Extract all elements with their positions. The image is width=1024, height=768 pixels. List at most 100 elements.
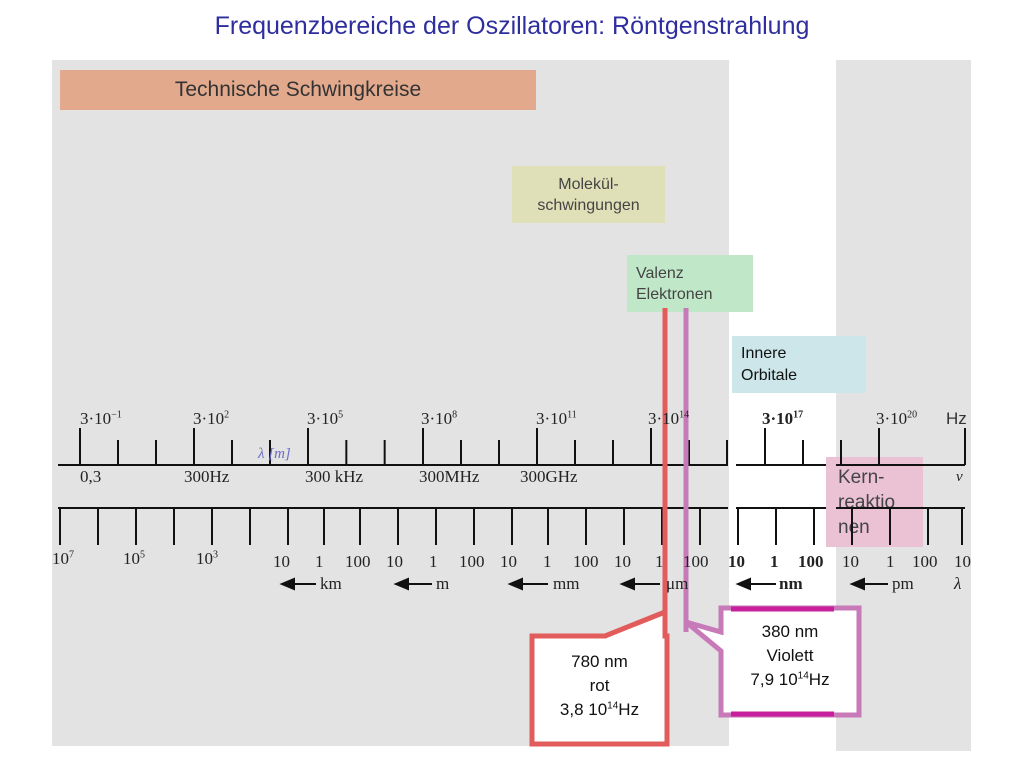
region-innere-label-2: Orbitale <box>741 366 798 384</box>
freq-label-5-exp: 14 <box>679 409 690 421</box>
wl-pow-label-1: 107 <box>52 549 74 569</box>
callout-frame-780nm <box>529 608 670 747</box>
callout-380nm-text: 380 nm Violett 7,9 1014Hz <box>723 620 857 692</box>
freq-label-6: 3·1017 <box>762 409 803 429</box>
freq-label-7: 3·1020 <box>876 409 917 429</box>
region-kern-label-1: Kern- <box>838 466 885 488</box>
region-kern-label-3: nen <box>838 516 870 538</box>
freq-label-1-exp: 2 <box>224 409 230 421</box>
freq-label-7-base: 3·10 <box>876 409 908 428</box>
callout-380nm-frequency-unit: Hz <box>808 670 830 689</box>
wl-pow-label-1-base: 10 <box>52 549 69 568</box>
region-innere-label-1: Innere <box>741 344 787 362</box>
lambda-symbol: λ <box>954 574 962 593</box>
wl-group-1-b: 1 <box>429 552 438 571</box>
nu-symbol: ν <box>956 469 963 485</box>
wl-group-3-a: 10 <box>614 552 631 571</box>
callout-380nm-frequency: 7,9 1014Hz <box>723 668 857 692</box>
freq-bottom-label-4: 300GHz <box>520 467 578 486</box>
wl-pow-label-3-base: 10 <box>196 549 213 568</box>
freq-label-2-exp: 5 <box>338 409 344 421</box>
freq-label-4: 3·1011 <box>536 409 577 429</box>
page-title: Frequenzbereiche der Oszillatoren: Röntg… <box>214 12 810 40</box>
freq-unit-hz: Hz <box>946 409 967 428</box>
freq-label-3-exp: 8 <box>452 409 458 421</box>
wl-group-1-c: 100 <box>459 552 485 571</box>
region-valenz-label-2: Elektronen <box>636 285 713 303</box>
wl-pow-label-3: 103 <box>196 549 218 569</box>
freq-label-3: 3·108 <box>421 409 457 429</box>
wl-pow-label-2-base: 10 <box>123 549 140 568</box>
wl-group-3-b: 1 <box>655 552 664 571</box>
wl-group-4-c: 100 <box>798 552 824 571</box>
freq-label-5-base: 3·10 <box>648 409 680 428</box>
unit-arrow-head <box>393 577 409 591</box>
unit-label-mm: mm <box>553 574 580 593</box>
freq-bottom-label-1: 300Hz <box>184 467 230 486</box>
wl-pow-label-3-exp: 3 <box>213 549 218 561</box>
freq-label-4-exp: 11 <box>567 409 577 421</box>
unit-arrow-head <box>849 577 865 591</box>
region-valenz-label-1: Valenz <box>636 264 684 282</box>
freq-bottom-label-2: 300 kHz <box>305 467 364 486</box>
unit-label-pm: pm <box>892 574 914 593</box>
freq-label-4-base: 3·10 <box>536 409 568 428</box>
region-molekuel-label-2: schwingungen <box>537 196 640 214</box>
wl-end-label: 10 <box>954 552 971 571</box>
freq-label-7-exp: 20 <box>907 409 918 421</box>
wl-group-4-a: 10 <box>728 552 745 571</box>
wl-group-2-c: 100 <box>573 552 599 571</box>
unit-label-km: km <box>320 574 342 593</box>
freq-label-0-base: 3·10 <box>80 409 112 428</box>
wl-pow-label-2: 105 <box>123 549 145 569</box>
callout-780nm-text: 780 nm rot 3,8 1014Hz <box>534 650 665 722</box>
wl-group-0-b: 1 <box>315 552 324 571</box>
freq-label-2: 3·105 <box>307 409 343 429</box>
callout-780nm-frequency-base: 3,8 10 <box>559 700 608 719</box>
wl-pow-label-2-exp: 5 <box>140 549 145 561</box>
callout-frame-380nm <box>684 605 862 718</box>
callout-780nm-frequency-unit: Hz <box>618 700 640 719</box>
freq-label-1-base: 3·10 <box>193 409 225 428</box>
unit-label-nm: nm <box>779 574 803 593</box>
unit-arrow-head <box>619 577 635 591</box>
region-molekuel-label-1: Molekül- <box>558 175 619 193</box>
wl-group-4-b: 1 <box>770 552 779 571</box>
wl-group-2-b: 1 <box>543 552 552 571</box>
region-molekuelschwingungen: Molekül- schwingungen <box>512 166 665 223</box>
wl-group-0-c: 100 <box>345 552 371 571</box>
unit-arrow-head <box>735 577 751 591</box>
callout-380nm-wavelength: 380 nm <box>761 622 819 641</box>
freq-label-1: 3·102 <box>193 409 229 429</box>
wl-group-2-a: 10 <box>500 552 517 571</box>
callout-380nm-color: Violett <box>766 646 814 665</box>
freq-label-6-base: 3·10 <box>762 409 794 428</box>
callout-380nm-frequency-exp: 14 <box>797 670 809 682</box>
wl-group-5-b: 1 <box>886 552 895 571</box>
region-technische-schwingkreise: Technische Schwingkreise <box>60 70 536 110</box>
unit-arrow-head <box>507 577 523 591</box>
callout-380nm-frequency-base: 7,9 10 <box>750 670 798 689</box>
lambda-m-label: λ [m] <box>258 446 291 462</box>
freq-label-5: 3·1014 <box>648 409 689 429</box>
callout-780nm-color: rot <box>589 676 610 695</box>
wl-group-5-a: 10 <box>842 552 859 571</box>
region-technische-label: Technische Schwingkreise <box>174 78 422 101</box>
unit-label-um: μm <box>666 574 689 593</box>
region-valenz-elektronen: Valenz Elektronen <box>627 255 753 312</box>
wl-group-5-c: 100 <box>912 552 938 571</box>
freq-label-6-exp: 17 <box>793 409 804 421</box>
freq-label-3-base: 3·10 <box>421 409 453 428</box>
wl-group-3-c: 100 <box>683 552 709 571</box>
freq-label-0: 3·10−1 <box>80 409 122 429</box>
freq-label-2-base: 3·10 <box>307 409 339 428</box>
wl-pow-label-1-exp: 7 <box>69 549 74 561</box>
freq-bottom-label-0: 0,3 <box>80 467 102 486</box>
freq-label-0-exp: −1 <box>111 409 122 421</box>
unit-label-m: m <box>436 574 450 593</box>
unit-arrow-head <box>279 577 295 591</box>
region-innere-orbitale: Innere Orbitale <box>732 336 866 393</box>
freq-bottom-label-3: 300MHz <box>419 467 480 486</box>
callout-780nm-frequency: 3,8 1014Hz <box>534 698 665 722</box>
